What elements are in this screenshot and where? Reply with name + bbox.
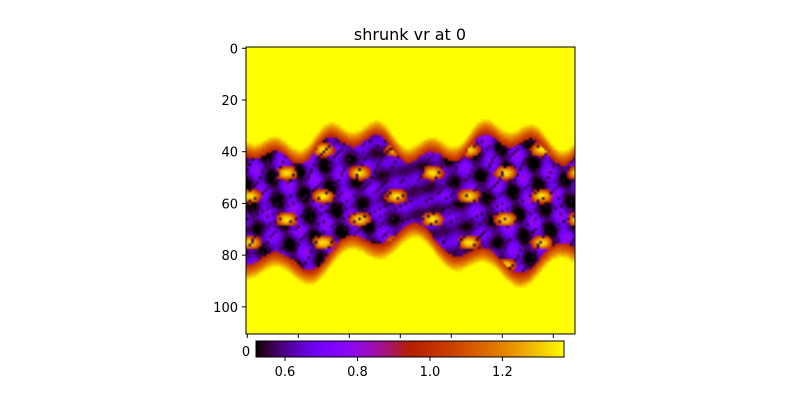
colorbar-tick-label: 0.6	[275, 365, 296, 380]
colorbar-tick-label: 0.8	[347, 365, 368, 380]
y-tick-label: 80	[221, 249, 238, 264]
y-axis: 0 20 40 60 80 100	[213, 42, 246, 316]
x-axis: 0	[242, 334, 554, 360]
colorbar-tick-label: 1.2	[492, 365, 513, 380]
colorbar-frame	[255, 340, 565, 358]
x-tick-label: 0	[242, 345, 250, 360]
heatmap-raster	[246, 47, 575, 334]
y-tick-label: 0	[230, 42, 238, 57]
y-tick-label: 40	[221, 146, 238, 161]
chart-title: shrunk vr at 0	[354, 25, 466, 44]
y-tick-label: 60	[221, 197, 238, 212]
heatmap-frame	[245, 46, 576, 335]
y-tick-label: 100	[213, 301, 238, 316]
heatmap-image	[245, 46, 576, 335]
colorbar: 0.6 0.8 1.0 1.2	[255, 340, 565, 380]
colorbar-ticks: 0.6 0.8 1.0 1.2	[275, 357, 513, 380]
y-tick-label: 20	[221, 94, 238, 109]
colorbar-gradient	[256, 341, 564, 357]
colorbar-tick-label: 1.0	[420, 365, 441, 380]
